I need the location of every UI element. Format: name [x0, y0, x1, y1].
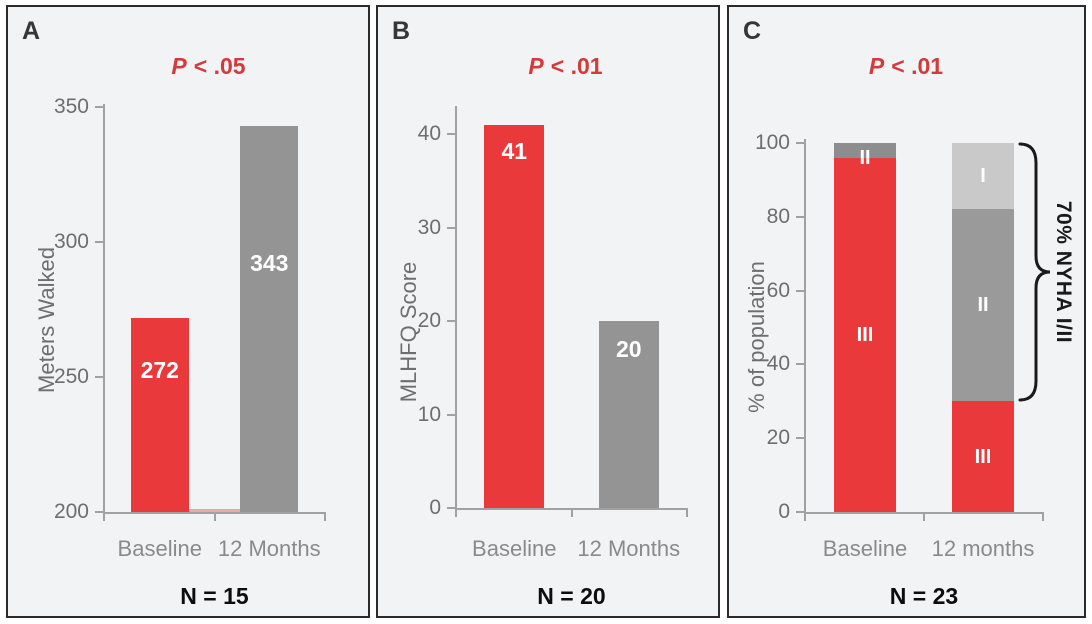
- panel-c-n-count: N = 23: [889, 583, 959, 609]
- y-tick-mark: [796, 289, 804, 292]
- category-label-12-months: 12 months: [931, 536, 1035, 561]
- panel-c-p-value: P < .01: [788, 53, 1024, 80]
- bar-value-label: 20: [615, 336, 642, 362]
- stack-segment-i: [952, 143, 1014, 210]
- nyha-brace: [1018, 142, 1051, 402]
- category-label-baseline: Baseline: [117, 536, 202, 561]
- bar-12-months: [240, 125, 299, 512]
- y-tick-mark: [796, 215, 804, 218]
- category-label-baseline: Baseline: [822, 536, 908, 561]
- bar-12-months: [598, 321, 659, 508]
- y-tick-label: 40: [417, 122, 441, 145]
- y-tick-label: 10: [417, 402, 441, 426]
- x-tick-mark: [455, 508, 457, 517]
- panel-c-plot-area: 0 20 40 60 80 100 Baseline 12 months III II III II I: [729, 7, 1084, 616]
- y-axis-line: [804, 139, 806, 514]
- p-symbol: P: [528, 53, 544, 79]
- x-tick-mark: [804, 512, 806, 521]
- y-tick-mark: [447, 133, 455, 135]
- y-tick-label: 350: [53, 95, 89, 118]
- segment-label-iii: III: [856, 323, 874, 346]
- segment-label-ii: II: [859, 147, 871, 170]
- y-tick-mark: [796, 437, 804, 440]
- y-tick-mark: [95, 106, 103, 108]
- y-tick-label: 0: [429, 496, 441, 519]
- segment-label-iii: III: [974, 445, 992, 468]
- y-tick-mark: [447, 226, 455, 229]
- panel-a-n-count: N = 15: [180, 583, 249, 609]
- stack-segment-ii: [952, 209, 1014, 402]
- p-threshold: < .01: [550, 53, 603, 79]
- y-tick-label: 200: [53, 500, 89, 523]
- category-label-12-months: 12 Months: [577, 536, 681, 561]
- x-tick-mark: [324, 512, 326, 521]
- category-label-baseline: Baseline: [472, 536, 557, 561]
- bar-baseline: [130, 317, 189, 512]
- stack-segment-iii: [834, 157, 896, 512]
- panel-a-letter: A: [22, 17, 41, 45]
- p-threshold: < .05: [193, 53, 246, 79]
- bar-value-label: 343: [250, 249, 289, 276]
- x-tick-mark: [213, 512, 216, 521]
- y-tick-mark: [95, 511, 103, 513]
- y-tick-label: 40: [766, 352, 790, 376]
- bar-baseline: [484, 124, 545, 508]
- bar-value-label: 272: [140, 356, 179, 383]
- y-tick-label: 80: [766, 204, 790, 228]
- y-tick-mark: [95, 241, 103, 243]
- y-tick-mark: [447, 320, 455, 322]
- category-label-12-months: 12 Months: [217, 536, 321, 561]
- y-tick-label: 250: [53, 365, 89, 388]
- x-tick-mark: [1042, 512, 1044, 521]
- p-symbol: P: [171, 53, 187, 79]
- x-tick-mark: [686, 508, 688, 517]
- y-tick-mark: [796, 511, 804, 513]
- y-tick-mark: [796, 363, 804, 366]
- x-tick-mark: [103, 512, 105, 521]
- y-tick-label: 100: [754, 131, 790, 154]
- y-tick-label: 20: [417, 309, 441, 332]
- panel-b-n-count: N = 20: [537, 583, 606, 609]
- segment-label-i: I: [980, 165, 986, 188]
- nyha-annotation: 70% NYHA I/II: [1052, 200, 1075, 344]
- stack-segment-iii: [952, 401, 1014, 512]
- y-axis-line: [455, 105, 457, 510]
- y-tick-mark: [95, 376, 103, 378]
- y-tick-mark: [447, 507, 455, 509]
- panel-a: A P < .05 Meters Walked 200 250 300 350 Basel…: [6, 5, 370, 618]
- p-threshold: < .01: [891, 53, 944, 79]
- y-tick-label: 0: [778, 500, 790, 523]
- panel-c: C P < .01 % of population 0 20 40 60 80 100 Bas…: [727, 5, 1086, 618]
- panel-a-plot-area: 200 250 300 350 Baseline 12 Months 272 343: [8, 7, 368, 616]
- y-tick-mark: [796, 142, 804, 144]
- y-tick-mark: [447, 413, 455, 416]
- panel-b: B P < .01 MLHFQ Score 0 10 20 30 40 Baseline 12…: [376, 5, 720, 618]
- y-tick-label: 60: [766, 278, 790, 302]
- bar-value-label: 41: [501, 137, 528, 164]
- y-tick-label: 30: [417, 215, 441, 239]
- y-tick-label: 300: [53, 230, 89, 253]
- p-symbol: P: [868, 53, 885, 79]
- x-tick-mark: [570, 508, 573, 517]
- panel-b-plot-area: 0 10 20 30 40 Baseline 12 Months 41 20: [378, 7, 718, 616]
- baseline-connector-line: [188, 509, 241, 512]
- panel-b-p-value: P < .01: [451, 53, 680, 80]
- y-tick-label: 20: [766, 426, 790, 450]
- y-axis-line: [103, 104, 105, 514]
- segment-label-ii: II: [977, 294, 989, 317]
- panel-c-letter: C: [743, 17, 762, 45]
- x-tick-mark: [923, 512, 925, 521]
- stack-segment-ii: [834, 143, 896, 158]
- panel-a-p-value: P < .05: [99, 53, 318, 80]
- panel-b-letter: B: [392, 17, 411, 45]
